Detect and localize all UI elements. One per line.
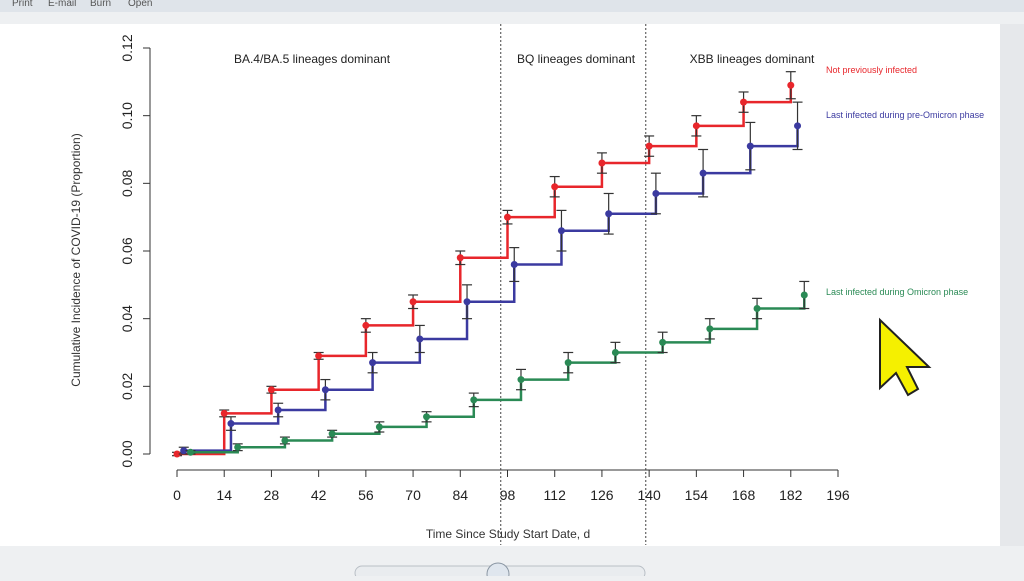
phase-label: BA.4/BA.5 lineages dominant <box>234 52 391 66</box>
phase-label: XBB lineages dominant <box>690 52 815 66</box>
data-point <box>369 359 377 367</box>
data-point <box>746 142 754 150</box>
chart-panel <box>0 24 1000 546</box>
toolbar <box>0 0 1024 12</box>
data-point <box>328 430 336 438</box>
x-tick-label: 56 <box>358 487 374 503</box>
x-tick-label: 126 <box>590 487 614 503</box>
toolbar-item[interactable]: Open <box>128 0 152 9</box>
data-point <box>794 122 802 130</box>
data-point <box>605 210 613 218</box>
data-point <box>787 81 795 89</box>
x-tick-label: 112 <box>544 487 567 503</box>
legend-entry: Not previously infected <box>826 65 917 75</box>
y-tick-label: 0.12 <box>119 34 135 61</box>
x-tick-label: 168 <box>732 487 756 503</box>
data-point <box>753 305 761 313</box>
data-point <box>463 298 471 306</box>
data-point <box>186 448 194 456</box>
x-tick-label: 14 <box>216 487 232 503</box>
data-point <box>517 376 525 384</box>
x-axis-label: Time Since Study Start Date, d <box>426 527 590 541</box>
y-tick-label: 0.04 <box>119 305 135 332</box>
data-point <box>173 450 181 458</box>
data-point <box>699 169 707 177</box>
data-point <box>740 98 748 106</box>
toolbar-item[interactable]: Print <box>12 0 33 9</box>
data-point <box>281 436 289 444</box>
toolbar-item[interactable]: Burn <box>90 0 111 9</box>
data-point <box>416 335 424 343</box>
x-tick-label: 28 <box>264 487 280 503</box>
x-tick-label: 154 <box>685 487 709 503</box>
viewer-button[interactable] <box>486 562 510 581</box>
y-tick-label: 0.08 <box>119 169 135 196</box>
data-point <box>551 183 559 191</box>
x-tick-label: 84 <box>452 487 468 503</box>
data-point <box>274 406 282 414</box>
data-point <box>706 325 714 333</box>
y-tick-label: 0.00 <box>119 440 135 467</box>
data-point <box>692 122 700 130</box>
data-point <box>180 447 188 455</box>
data-point <box>409 298 417 306</box>
data-point <box>652 189 660 197</box>
legend-entry: Last infected during pre-Omicron phase <box>826 110 984 120</box>
x-tick-label: 42 <box>311 487 327 503</box>
data-point <box>659 338 667 346</box>
legend-entry: Last infected during Omicron phase <box>826 287 968 297</box>
data-point <box>375 423 383 431</box>
data-point <box>321 386 329 394</box>
data-point <box>510 261 518 269</box>
data-point <box>557 227 565 235</box>
data-point <box>470 396 478 404</box>
data-point <box>227 420 235 428</box>
data-point <box>315 352 323 360</box>
y-axis-label: Cumulative Incidence of COVID-19 (Propor… <box>69 133 83 386</box>
data-point <box>800 291 808 299</box>
data-point <box>564 359 572 367</box>
data-point <box>267 386 275 394</box>
data-point <box>362 321 370 329</box>
data-point <box>423 413 431 421</box>
x-tick-label: 196 <box>826 487 850 503</box>
data-point <box>234 443 242 451</box>
y-tick-label: 0.02 <box>119 372 135 399</box>
x-tick-label: 98 <box>500 487 516 503</box>
data-point <box>645 142 653 150</box>
x-tick-label: 70 <box>405 487 421 503</box>
x-tick-label: 182 <box>779 487 803 503</box>
phase-label: BQ lineages dominant <box>517 52 636 66</box>
data-point <box>598 159 606 167</box>
data-point <box>504 213 511 221</box>
data-point <box>220 409 228 417</box>
x-tick-label: 0 <box>173 487 181 503</box>
x-tick-label: 140 <box>637 487 661 503</box>
y-tick-label: 0.10 <box>119 102 135 129</box>
toolbar-item[interactable]: E-mail <box>48 0 76 9</box>
scroll-area <box>1000 24 1024 546</box>
y-tick-label: 0.06 <box>119 237 135 264</box>
data-point <box>611 349 619 356</box>
cursor <box>879 317 932 397</box>
data-point <box>456 254 464 262</box>
